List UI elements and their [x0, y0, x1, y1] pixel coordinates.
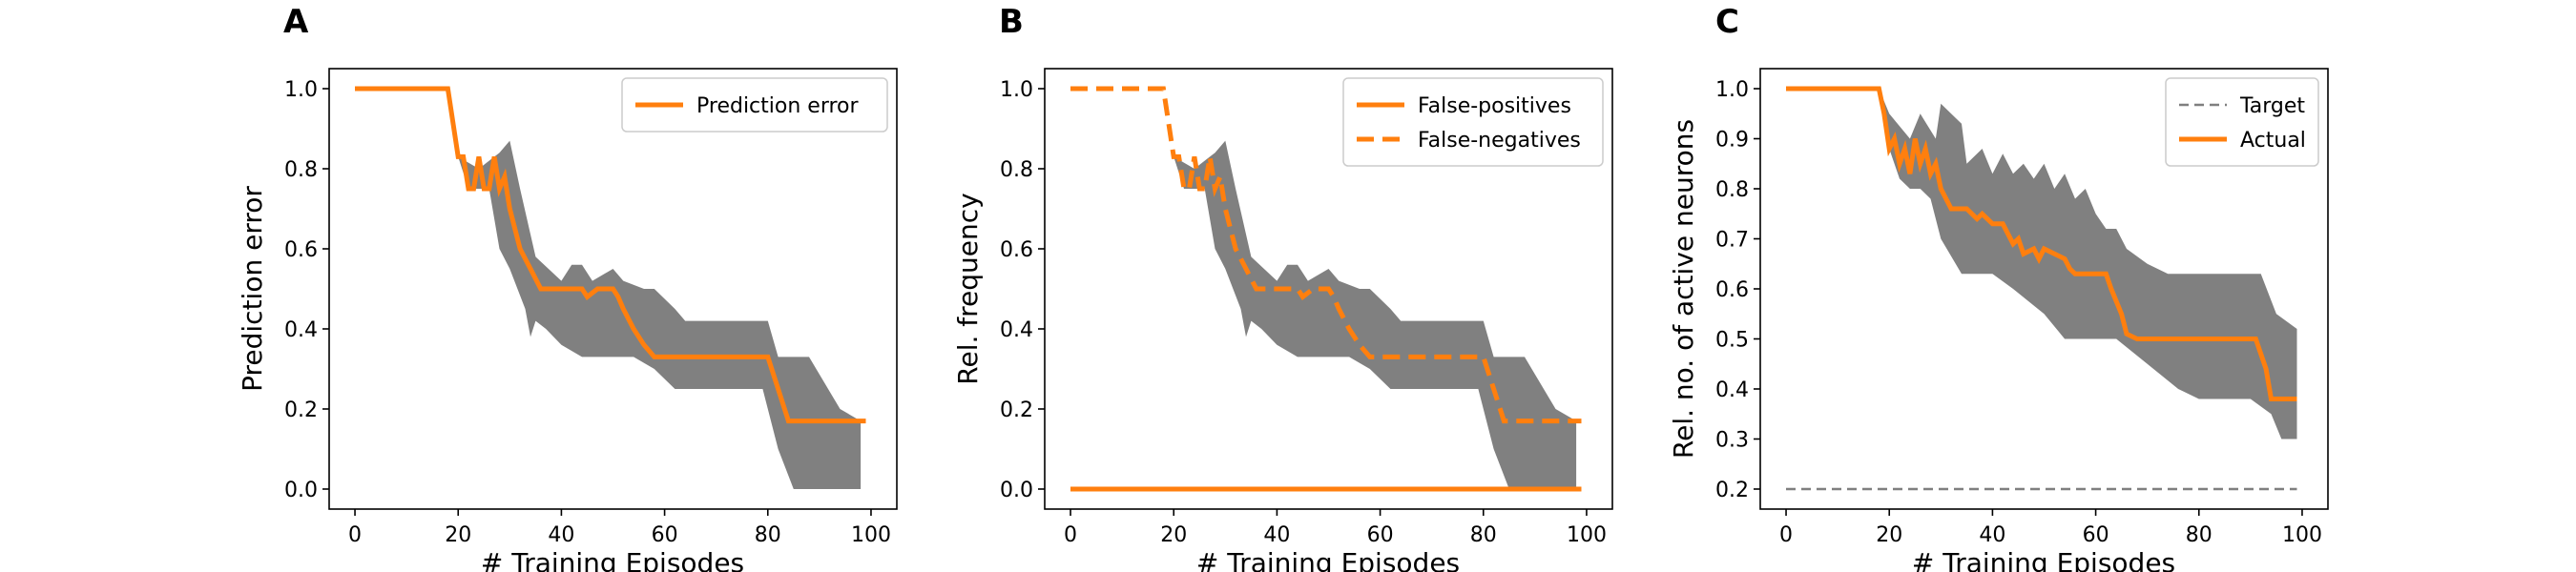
legend-box — [1342, 77, 1604, 167]
y-tick-label: 0.4 — [1000, 318, 1033, 342]
x-tick-label: 60 — [652, 523, 678, 547]
y-tick-label: 1.0 — [1000, 78, 1033, 102]
y-tick-label: 1.0 — [1715, 78, 1749, 102]
panel-c: C # Training Episodes Rel. no. of active… — [1668, 3, 2329, 572]
legend-label: Prediction error — [696, 94, 859, 118]
legend: False-positives False-negatives — [1342, 77, 1604, 167]
legend-label: False-negatives — [1418, 129, 1581, 153]
x-tick-label: 20 — [445, 523, 471, 547]
x-tick-label: 80 — [1470, 523, 1497, 547]
y-tick-label: 0.4 — [1715, 378, 1749, 402]
legend: Target Actual — [2165, 77, 2319, 167]
panel-a: A # Training Episodes Prediction error 0… — [237, 3, 898, 572]
x-tick-label: 100 — [851, 523, 891, 547]
y-tick-label: 0.2 — [284, 398, 318, 422]
y-tick-label: 0.9 — [1715, 129, 1749, 153]
x-tick-label: 100 — [1567, 523, 1607, 547]
series-line-actual — [1786, 86, 2297, 401]
uncertainty-band — [1879, 89, 2297, 439]
x-axis-label: # Training Episodes — [1196, 547, 1460, 572]
legend-label: False-positives — [1418, 94, 1571, 118]
x-tick-label: 60 — [2083, 523, 2109, 547]
axes-frame — [328, 68, 898, 510]
legend: Prediction error — [621, 77, 888, 133]
x-axis-label: # Training Episodes — [481, 547, 744, 572]
series-line-prediction-error — [355, 86, 866, 424]
legend-box — [621, 77, 888, 133]
y-tick-label: 0.2 — [1000, 398, 1033, 422]
x-tick-label: 100 — [2282, 523, 2322, 547]
y-tick-label: 0.6 — [1000, 238, 1033, 262]
panel-b: B # Training Episodes Rel. frequency 0 20… — [952, 3, 1613, 572]
x-tick-label: 40 — [548, 523, 574, 547]
x-tick-label: 0 — [348, 523, 362, 547]
legend-label: Target — [2239, 94, 2305, 118]
y-tick-label: 1.0 — [284, 78, 318, 102]
y-tick-label: 0.0 — [1000, 479, 1033, 502]
y-tick-label: 0.6 — [1715, 278, 1749, 302]
panel-letter: B — [999, 3, 1024, 41]
y-axis-label: Rel. no. of active neurons — [1668, 119, 1699, 459]
x-tick-label: 20 — [1160, 523, 1187, 547]
uncertainty-band — [447, 89, 862, 489]
y-tick-label: 0.2 — [1715, 479, 1749, 502]
x-tick-label: 40 — [1263, 523, 1290, 547]
legend-box — [2165, 77, 2319, 167]
x-tick-label: 0 — [1064, 523, 1077, 547]
y-tick-label: 0.7 — [1715, 229, 1749, 253]
series-line-false-negatives — [1070, 86, 1582, 424]
x-tick-label: 20 — [1876, 523, 1902, 547]
y-tick-label: 0.8 — [1715, 178, 1749, 202]
y-axis-label: Rel. frequency — [952, 193, 984, 384]
panel-letter: C — [1715, 3, 1739, 41]
y-tick-label: 0.6 — [284, 238, 318, 262]
legend-label: Actual — [2240, 129, 2306, 153]
y-tick-label: 0.8 — [1000, 158, 1033, 182]
panel-letter: A — [283, 3, 309, 41]
y-tick-label: 0.8 — [284, 158, 318, 182]
x-tick-label: 80 — [2186, 523, 2212, 547]
x-axis-label: # Training Episodes — [1912, 547, 2175, 572]
y-axis-label: Prediction error — [237, 186, 268, 392]
y-tick-label: 0.5 — [1715, 329, 1749, 353]
y-tick-label: 0.0 — [284, 479, 318, 502]
axes-frame — [1044, 68, 1613, 510]
y-tick-label: 0.4 — [284, 318, 318, 342]
x-tick-label: 60 — [1367, 523, 1394, 547]
x-tick-label: 40 — [1979, 523, 2005, 547]
x-tick-label: 80 — [755, 523, 781, 547]
x-tick-label: 0 — [1779, 523, 1793, 547]
uncertainty-band — [1163, 89, 1577, 489]
y-tick-label: 0.3 — [1715, 429, 1749, 453]
